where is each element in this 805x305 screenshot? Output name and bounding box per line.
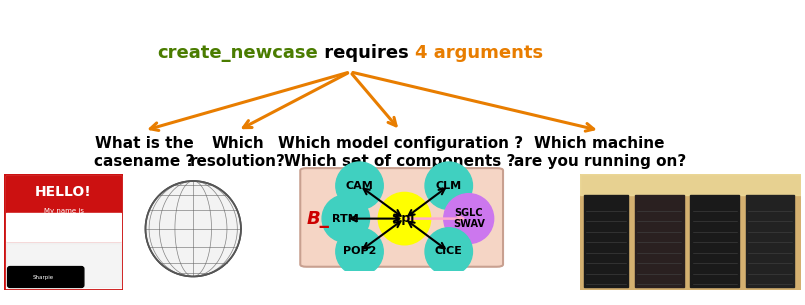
- Text: Which machine
are you running on?: Which machine are you running on?: [514, 136, 686, 169]
- Ellipse shape: [444, 194, 493, 244]
- Text: B_: B_: [307, 210, 329, 228]
- Text: requires: requires: [318, 44, 415, 62]
- Bar: [635, 195, 683, 287]
- Bar: [6, 243, 121, 287]
- Bar: [6, 213, 121, 241]
- Bar: [691, 195, 739, 287]
- Text: cpl: cpl: [394, 212, 415, 225]
- Ellipse shape: [146, 181, 241, 277]
- Text: create_newcase: create_newcase: [157, 44, 318, 62]
- Bar: [745, 195, 795, 287]
- FancyBboxPatch shape: [300, 168, 503, 267]
- Text: 4 arguments: 4 arguments: [415, 44, 543, 62]
- Bar: [580, 174, 801, 195]
- Text: Which model configuration ?
Which set of components ?: Which model configuration ? Which set of…: [278, 136, 522, 169]
- Ellipse shape: [378, 192, 431, 245]
- Ellipse shape: [425, 228, 473, 275]
- Text: Which
resolution?: Which resolution?: [190, 136, 286, 169]
- Text: CAM: CAM: [345, 181, 374, 191]
- Bar: [584, 195, 628, 287]
- Ellipse shape: [425, 162, 473, 210]
- Ellipse shape: [322, 195, 369, 242]
- Bar: [6, 176, 121, 241]
- Text: SGLC
SWAV: SGLC SWAV: [452, 208, 485, 229]
- Text: HELLO!: HELLO!: [35, 185, 92, 199]
- Text: CLM: CLM: [436, 181, 462, 191]
- Text: CICE: CICE: [435, 246, 463, 257]
- Text: POP2: POP2: [343, 246, 376, 257]
- Ellipse shape: [336, 162, 383, 210]
- Text: My name is: My name is: [43, 208, 84, 214]
- Text: What is the
casename ?: What is the casename ?: [94, 136, 195, 169]
- Ellipse shape: [146, 181, 241, 277]
- Text: Sharpie: Sharpie: [33, 274, 54, 279]
- Ellipse shape: [336, 228, 383, 275]
- FancyBboxPatch shape: [7, 267, 84, 287]
- Text: RTM: RTM: [332, 214, 359, 224]
